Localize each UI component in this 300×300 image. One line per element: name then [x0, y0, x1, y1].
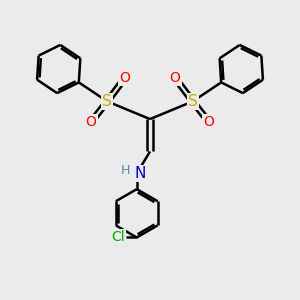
Text: Cl: Cl — [111, 230, 125, 244]
Text: S: S — [188, 94, 198, 109]
Text: O: O — [119, 71, 130, 85]
Text: O: O — [86, 115, 97, 129]
Text: O: O — [169, 71, 181, 85]
Text: O: O — [203, 115, 214, 129]
Text: S: S — [102, 94, 112, 109]
Text: H: H — [121, 164, 130, 176]
Text: N: N — [135, 166, 146, 181]
